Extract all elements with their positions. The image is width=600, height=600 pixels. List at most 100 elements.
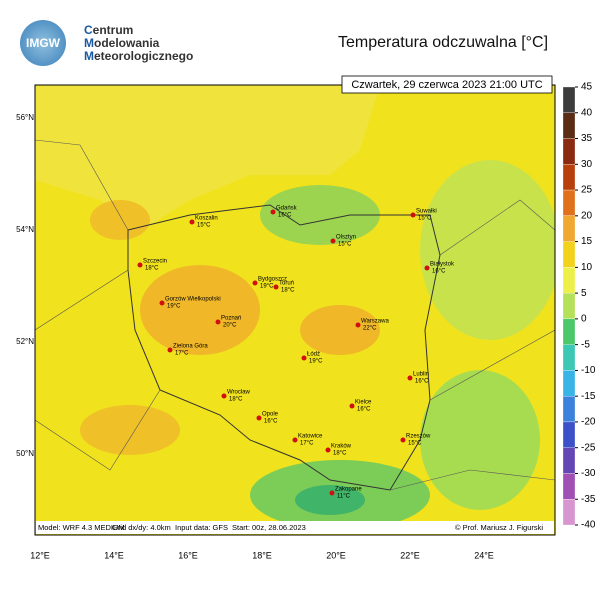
- colorbar-label: -30: [581, 468, 596, 479]
- colorbar-label: 35: [581, 133, 593, 144]
- footer-text: © Prof. Mariusz J. Figurski: [455, 523, 543, 532]
- city-temp: 18°C: [333, 451, 347, 457]
- city-marker: [355, 322, 361, 328]
- colorbar-band: [562, 344, 576, 371]
- city-marker: [410, 212, 416, 218]
- city-name: Kielce: [355, 400, 372, 406]
- field: [35, 85, 555, 535]
- city-marker: [330, 238, 336, 244]
- city-temp: 19°C: [309, 359, 323, 365]
- logo-line: Meteorologicznego: [84, 49, 194, 63]
- colorbar-label: 5: [581, 288, 587, 299]
- footer-text: Input data: GFS: [175, 523, 228, 532]
- city-name: Bydgoszcz: [258, 277, 287, 283]
- colorbar-label: 10: [581, 262, 593, 273]
- subtitle: Czwartek, 29 czerwca 2023 21:00 UTC: [351, 79, 542, 91]
- city-name: Gdańsk: [276, 206, 298, 212]
- colorbar-band: [562, 164, 576, 191]
- city-name: Poznań: [221, 316, 241, 322]
- logo-line: Centrum: [84, 23, 134, 37]
- city-name: Katowice: [298, 434, 323, 440]
- colorbar-band: [562, 86, 576, 113]
- footer-text: Model: WRF 4.3 MEDIUM: [38, 523, 125, 532]
- colorbar-band: [562, 421, 576, 448]
- city-temp: 15°C: [418, 216, 432, 222]
- city-marker: [407, 375, 413, 381]
- colorbar-label: 0: [581, 314, 587, 325]
- city-temp: 17°C: [300, 441, 314, 447]
- city-temp: 18°C: [145, 266, 159, 272]
- colorbar-band: [562, 370, 576, 397]
- lon-label: 24°E: [474, 550, 494, 560]
- lon-label: 14°E: [104, 550, 124, 560]
- city-marker: [301, 355, 307, 361]
- colorbar-band: [562, 138, 576, 165]
- city-marker: [270, 209, 276, 215]
- colorbar-band: [562, 499, 576, 526]
- city-temp: 18°C: [281, 288, 295, 294]
- lon-label: 12°E: [30, 550, 50, 560]
- city-temp: 17°C: [175, 351, 189, 357]
- city-marker: [167, 347, 173, 353]
- colorbar-label: 25: [581, 185, 593, 196]
- city-name: Wrocław: [227, 390, 251, 396]
- colorbar-label: 15: [581, 236, 593, 247]
- city-temp: 15°C: [338, 242, 352, 248]
- city-marker: [159, 300, 165, 306]
- city-name: Koszalin: [195, 216, 218, 222]
- logo-line: Modelowania: [84, 36, 160, 50]
- city-temp: 11°C: [337, 494, 351, 500]
- city-temp: 16°C: [432, 269, 446, 275]
- city-name: Białystok: [430, 262, 455, 268]
- colorbar-label: 45: [581, 82, 593, 93]
- lon-label: 18°E: [252, 550, 272, 560]
- lon-label: 20°E: [326, 550, 346, 560]
- city-name: Rzeszów: [406, 434, 431, 440]
- colorbar-band: [562, 112, 576, 139]
- city-marker: [349, 403, 355, 409]
- footer-text: Grid dx/dy: 4.0km: [112, 523, 171, 532]
- city-name: Łódź: [307, 352, 320, 358]
- city-name: Zakopane: [335, 487, 362, 493]
- colorbar-label: -5: [581, 339, 590, 350]
- city-marker: [424, 265, 430, 271]
- colorbar-band: [562, 473, 576, 500]
- lat-label: 56°N: [16, 113, 34, 122]
- footer-text: Start: 00z, 28.06.2023: [232, 523, 306, 532]
- city-name: Szczecin: [143, 259, 167, 265]
- colorbar-band: [562, 292, 576, 320]
- colorbar-label: 30: [581, 159, 593, 170]
- city-name: Warszawa: [361, 319, 389, 325]
- city-marker: [215, 319, 221, 325]
- colorbar-label: -35: [581, 494, 596, 505]
- city-marker: [221, 393, 227, 399]
- city-temp: 18°C: [229, 397, 243, 403]
- city-name: Gorzów Wielkopolski: [165, 297, 221, 303]
- colorbar-band: [562, 318, 576, 345]
- city-marker: [189, 219, 195, 225]
- colorbar-label: -25: [581, 442, 596, 453]
- colorbar-label: 20: [581, 210, 593, 221]
- city-marker: [256, 415, 262, 421]
- colorbar-band: [562, 396, 576, 423]
- city-name: Suwałki: [416, 209, 437, 215]
- colorbar-band: [562, 189, 576, 216]
- city-marker: [292, 437, 298, 443]
- colorbar-label: -15: [581, 391, 596, 402]
- city-temp: 22°C: [363, 326, 377, 332]
- logo: IMGW: [20, 20, 66, 66]
- colorbar-label: 40: [581, 107, 593, 118]
- city-marker: [329, 490, 335, 496]
- city-name: Zielona Góra: [173, 344, 208, 350]
- colorbar-band: [562, 241, 576, 268]
- city-name: Kraków: [331, 444, 352, 450]
- city-marker: [273, 284, 279, 290]
- city-marker: [137, 262, 143, 268]
- colorbar-band: [562, 215, 576, 242]
- colorbar-label: -10: [581, 365, 596, 376]
- city-temp: 19°C: [260, 284, 274, 290]
- lat-label: 54°N: [16, 225, 34, 234]
- city-temp: 16°C: [357, 407, 371, 413]
- colorbar-band: [562, 267, 576, 294]
